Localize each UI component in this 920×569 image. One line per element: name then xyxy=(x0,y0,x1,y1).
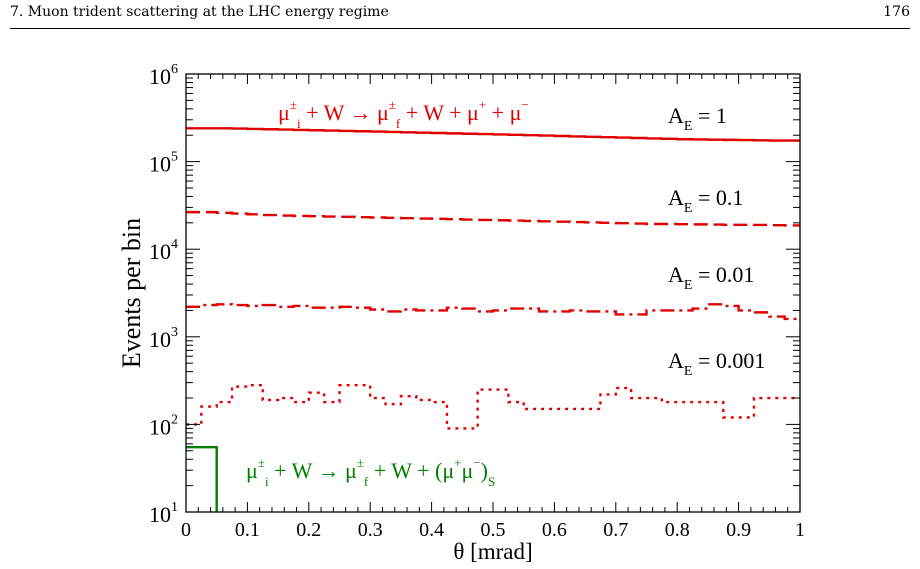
series-line-2 xyxy=(186,303,800,321)
x-tick-label: 0.1 xyxy=(235,519,260,541)
text-layer: 0 0.1 0.2 0.3 0.4 0.5 0.6 0.7 0.8 0.9 1 101 102 103 10… xyxy=(117,62,805,564)
running-header: 7. Muon trident scattering at the LHC en… xyxy=(0,0,920,32)
x-tick-label: 0.8 xyxy=(665,519,690,541)
y-tick-label: 106 xyxy=(149,62,178,89)
series-line-3 xyxy=(186,384,800,430)
running-title: 7. Muon trident scattering at the LHC en… xyxy=(10,4,389,20)
x-tick-label: 0.9 xyxy=(726,519,751,541)
x-tick-label: 1 xyxy=(795,519,805,541)
series-label-1: AE = 0.1 xyxy=(668,185,743,216)
x-tick-label: 0 xyxy=(181,519,191,541)
y-tick-label: 102 xyxy=(149,412,178,439)
series-layer xyxy=(186,127,800,512)
x-tick-label: 0.5 xyxy=(481,519,506,541)
y-tick-label: 103 xyxy=(149,325,178,352)
y-tick-label: 104 xyxy=(149,237,178,264)
series-label-3: AE = 0.001 xyxy=(668,348,765,379)
series-line-0 xyxy=(186,127,800,142)
series-label-2: AE = 0.01 xyxy=(668,262,754,293)
y-tick-label: 105 xyxy=(149,150,178,177)
process-annotation-proc-red: μ±i + W → μ±f + W + μ+ + μ− xyxy=(278,97,529,131)
y-axis-label: Events per bin xyxy=(117,218,146,368)
x-tick-label: 0.4 xyxy=(419,519,444,541)
x-tick-label: 0.3 xyxy=(358,519,383,541)
x-tick-label: 0.2 xyxy=(296,519,321,541)
x-tick-label: 0.6 xyxy=(542,519,567,541)
y-tick-label: 101 xyxy=(149,500,178,527)
header-rule xyxy=(10,28,910,29)
process-annotation-proc-green: μ±i + W → μ±f + W + (μ+μ−)S xyxy=(246,455,495,489)
x-tick-label: 0.7 xyxy=(603,519,628,541)
page-number: 176 xyxy=(883,4,910,20)
series-label-0: AE = 1 xyxy=(668,103,727,134)
series-line-1 xyxy=(186,210,800,227)
x-axis-label: θ [mrad] xyxy=(453,539,532,564)
axes-layer xyxy=(185,73,801,513)
series-line-4 xyxy=(186,445,218,512)
